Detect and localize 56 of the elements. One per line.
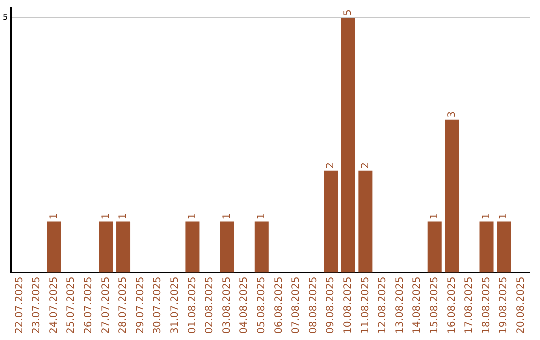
x-tick-label: 25.07.2025	[66, 276, 78, 334]
data-label: 1	[256, 213, 268, 220]
x-tick-label: 04.08.2025	[239, 276, 250, 334]
bar	[341, 18, 356, 273]
bar	[47, 222, 62, 273]
data-label: 2	[326, 162, 337, 169]
x-tick-label: 31.07.2025	[170, 276, 182, 334]
x-tick-label: 12.08.2025	[378, 276, 389, 334]
x-tick-label: 05.08.2025	[256, 276, 268, 334]
data-label: 1	[481, 213, 492, 220]
bar	[186, 222, 200, 273]
bar	[220, 222, 234, 273]
x-tick-label: 27.07.2025	[100, 276, 112, 334]
data-label: 1	[429, 213, 440, 220]
x-tick-label: 24.07.2025	[48, 276, 60, 334]
data-label: 3	[446, 112, 458, 118]
x-tick-label: 11.08.2025	[360, 276, 372, 334]
x-tick-label: 03.08.2025	[222, 276, 233, 334]
x-tick-label: 18.08.2025	[481, 276, 492, 334]
bar	[480, 222, 494, 273]
bar	[358, 170, 373, 273]
data-label: 1	[118, 213, 130, 220]
x-tick-label: 17.08.2025	[464, 276, 476, 334]
bar	[116, 222, 131, 273]
x-tick-label: 20.08.2025	[516, 276, 527, 334]
x-tick-label: 26.07.2025	[84, 276, 95, 334]
data-label: 1	[222, 213, 233, 220]
x-tick-label: 14.08.2025	[412, 276, 424, 334]
data-label: 1	[48, 213, 60, 220]
bar	[324, 170, 338, 273]
bar	[497, 222, 512, 273]
x-tick-label: 10.08.2025	[342, 276, 354, 334]
bar	[254, 222, 269, 273]
x-tick-label: 06.08.2025	[274, 276, 285, 334]
data-label: 1	[498, 213, 510, 220]
x-tick-label: 01.08.2025	[187, 276, 198, 334]
data-label: 2	[360, 162, 372, 169]
x-tick-label: 30.07.2025	[152, 276, 164, 334]
x-tick-label: 22.07.2025	[14, 276, 26, 334]
x-tick-label: 13.08.2025	[394, 276, 406, 334]
x-tick-label: 16.08.2025	[446, 276, 458, 334]
x-tick-label: 19.08.2025	[498, 276, 510, 334]
x-tick-label: 15.08.2025	[429, 276, 440, 334]
bar	[428, 222, 442, 273]
x-tick-label: 09.08.2025	[326, 276, 337, 334]
data-label: 5	[342, 10, 354, 16]
x-tick-label: 28.07.2025	[118, 276, 130, 334]
x-tick-label: 08.08.2025	[308, 276, 320, 334]
x-tick-label: 07.08.2025	[291, 276, 302, 334]
data-label: 1	[187, 213, 198, 220]
bar	[99, 222, 114, 273]
bar	[445, 120, 460, 273]
x-tick-label: 02.08.2025	[204, 276, 216, 334]
x-tick-label: 29.07.2025	[135, 276, 146, 334]
data-label: 1	[100, 213, 112, 220]
x-tick-label: 23.07.2025	[32, 276, 43, 334]
